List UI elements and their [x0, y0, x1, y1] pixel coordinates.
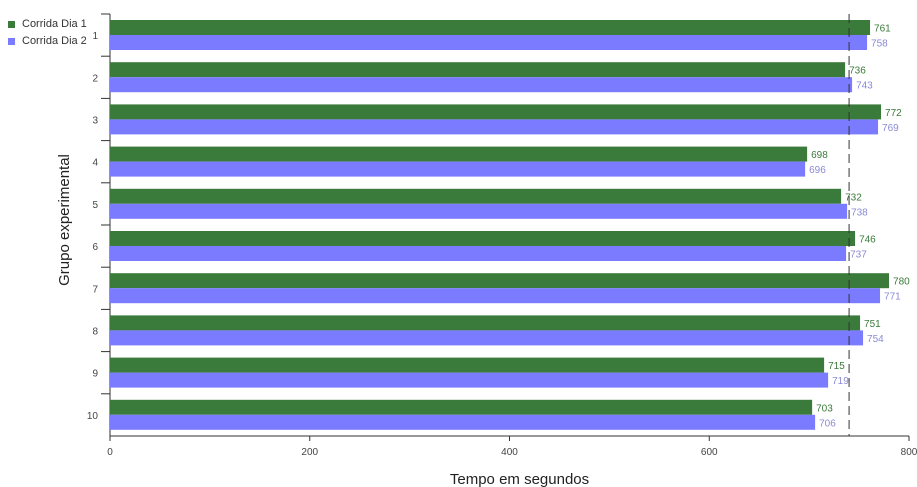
bar-series-2 — [110, 203, 848, 219]
y-tick-label: 8 — [92, 327, 98, 338]
x-tick-label: 200 — [301, 447, 318, 458]
y-tick-label: 4 — [92, 158, 98, 169]
bar-series-2 — [110, 119, 879, 135]
x-tick-label: 600 — [701, 447, 718, 458]
data-label-series-1: 761 — [874, 24, 891, 35]
data-label-series-2: 719 — [832, 376, 849, 387]
bar-series-2 — [110, 372, 829, 388]
bar-series-1 — [110, 273, 890, 289]
y-tick-label: 9 — [92, 369, 98, 380]
bar-series-2 — [110, 161, 806, 177]
y-tick-label: 1 — [92, 31, 98, 42]
bar-series-1 — [110, 62, 846, 78]
bar-series-2 — [110, 414, 816, 430]
y-tick-label: 5 — [92, 200, 98, 211]
data-label-series-1: 698 — [811, 150, 828, 161]
bar-series-1 — [110, 104, 882, 120]
bar-series-1 — [110, 146, 808, 162]
x-axis-title: Tempo em segundos — [450, 471, 589, 487]
bar-series-1 — [110, 20, 871, 35]
data-label-series-2: 771 — [884, 292, 901, 303]
legend-swatch-series-1 — [8, 20, 15, 28]
data-label-series-2: 743 — [856, 81, 873, 92]
data-label-series-1: 703 — [816, 403, 833, 414]
x-tick-label: 0 — [107, 447, 113, 458]
bar-series-2 — [110, 77, 853, 93]
data-label-series-2: 706 — [819, 418, 836, 429]
y-tick-label: 6 — [92, 242, 98, 253]
y-tick-label: 2 — [92, 73, 98, 84]
legend: Corrida Dia 1 Corrida Dia 2 — [8, 16, 87, 50]
data-label-series-2: 754 — [867, 334, 884, 345]
bar-series-2 — [110, 35, 868, 50]
bar-series-1 — [110, 357, 825, 373]
data-label-series-2: 769 — [882, 123, 899, 134]
bar-series-1 — [110, 315, 861, 331]
bar-series-1 — [110, 188, 842, 204]
legend-label-series-1: Corrida Dia 1 — [22, 18, 87, 30]
bar-series-1 — [110, 231, 856, 246]
data-label-series-1: 746 — [859, 235, 876, 246]
y-tick-label: 10 — [87, 411, 99, 422]
data-label-series-1: 780 — [893, 277, 910, 288]
data-label-series-1: 736 — [849, 66, 866, 77]
y-axis-title: Grupo experimental — [56, 154, 73, 286]
bar-series-2 — [110, 288, 881, 304]
y-tick-label: 3 — [92, 116, 98, 127]
bar-series-1 — [110, 399, 813, 415]
data-label-series-1: 732 — [845, 192, 862, 203]
data-label-series-2: 696 — [809, 165, 826, 176]
data-label-series-1: 772 — [885, 108, 902, 119]
y-tick-label: 7 — [92, 284, 98, 295]
legend-item-series-1: Corrida Dia 1 — [8, 16, 87, 32]
legend-label-series-2: Corrida Dia 2 — [22, 35, 87, 47]
data-label-series-1: 715 — [828, 361, 845, 372]
data-label-series-2: 737 — [850, 250, 867, 261]
data-label-series-1: 751 — [864, 319, 881, 330]
legend-item-series-2: Corrida Dia 2 — [8, 33, 87, 49]
bar-series-2 — [110, 246, 847, 261]
x-tick-label: 800 — [901, 447, 917, 458]
legend-swatch-series-2 — [8, 37, 15, 45]
x-tick-label: 400 — [501, 447, 518, 458]
bar-series-2 — [110, 330, 864, 346]
data-label-series-2: 738 — [851, 207, 868, 218]
data-label-series-2: 758 — [871, 39, 888, 50]
